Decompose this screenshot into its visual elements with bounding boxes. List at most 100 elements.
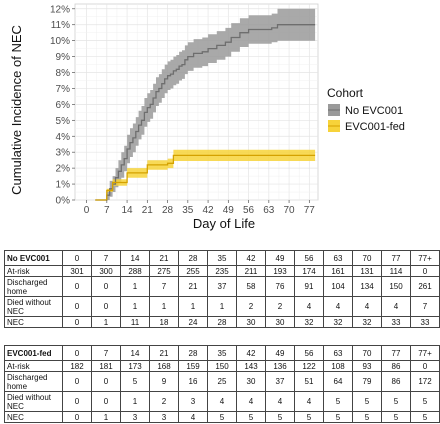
- y-axis-title: Cumulative Incidence of NEC: [9, 25, 24, 195]
- table-cell: 4: [265, 391, 295, 412]
- table-cell: 0: [62, 371, 92, 392]
- table-day-header: 63: [323, 345, 353, 361]
- table-cell: 0: [91, 391, 121, 412]
- table-day-header: 14: [120, 345, 150, 361]
- table-cell: 122: [294, 360, 324, 372]
- table-day-header: 77: [381, 250, 411, 266]
- x-tick-label: 14: [122, 205, 134, 216]
- table-cell: 3: [120, 411, 150, 423]
- table-cell: 7: [149, 276, 179, 297]
- table-cell: 2: [265, 296, 295, 317]
- table-cell: 182: [62, 360, 92, 372]
- table-cell: 76: [265, 276, 295, 297]
- table-row: At-risk 301 300 288 275 255 235 211 193 174 161 131…: [4, 265, 440, 277]
- legend-label-evc001-fed: EVC001-fed: [345, 121, 405, 133]
- table-day-header: 70: [352, 250, 382, 266]
- table-day-header: 70: [352, 345, 382, 361]
- row-label: Died without NEC: [4, 296, 63, 317]
- line-no-evc001: [95, 24, 316, 201]
- table-row: Discharged home 0 0 1 7 21 37 58 76 91 104 134 150 26…: [4, 276, 440, 297]
- table-cell: 7: [410, 296, 440, 317]
- table-day-header: 56: [294, 345, 324, 361]
- table-cell: 0: [62, 296, 92, 317]
- x-tick-label: 0: [84, 205, 90, 216]
- table-day-header: 77+: [410, 345, 440, 361]
- table-cell: 11: [120, 316, 150, 328]
- table-cell: 0: [91, 276, 121, 297]
- table-cell: 136: [265, 360, 295, 372]
- legend-title: Cohort: [327, 86, 364, 100]
- table-cell: 193: [265, 265, 295, 277]
- table-cell: 4: [207, 391, 237, 412]
- y-tick-label: 1%: [56, 180, 71, 191]
- row-label: NEC: [4, 316, 63, 328]
- y-tick-label: 6%: [56, 100, 71, 111]
- risk-table-no-evc001: No EVC001 0 7 14 21 28 35 42 49 56 63 70 77 77+ At-ris…: [4, 250, 440, 328]
- table-cell: 30: [265, 316, 295, 328]
- table-cell: 1: [91, 316, 121, 328]
- table-cell: 0: [62, 316, 92, 328]
- y-tick-label: 0%: [56, 196, 71, 207]
- table-day-header: 49: [265, 345, 295, 361]
- table-cohort-label: EVC001-fed: [4, 345, 63, 361]
- table-cell: 159: [178, 360, 208, 372]
- table-cell: 0: [62, 276, 92, 297]
- table-cell: 33: [410, 316, 440, 328]
- table-day-header: 56: [294, 250, 324, 266]
- table-cell: 30: [236, 316, 266, 328]
- table-cell: 4: [381, 296, 411, 317]
- table-cell: 93: [352, 360, 382, 372]
- table-cell: 211: [236, 265, 266, 277]
- table-day-header: 7: [91, 250, 121, 266]
- y-tick-label: 2%: [56, 164, 71, 175]
- table-day-header: 21: [149, 345, 179, 361]
- table-cell: 5: [294, 411, 324, 423]
- table-cell: 161: [323, 265, 353, 277]
- table-day-header: 35: [207, 345, 237, 361]
- table-cell: 30: [236, 371, 266, 392]
- x-tick-label: 21: [142, 205, 154, 216]
- row-label: Died without NEC: [4, 391, 63, 412]
- legend: No EVC001 EVC001-fed: [328, 104, 405, 133]
- band-evc001-fed: [95, 149, 316, 200]
- table-cell: 4: [352, 296, 382, 317]
- y-tick-label: 5%: [56, 116, 71, 127]
- table-cell: 25: [207, 371, 237, 392]
- row-label: Discharged home: [4, 371, 63, 392]
- y-tick-label: 9%: [56, 52, 71, 63]
- table-cell: 18: [149, 316, 179, 328]
- table-cell: 0: [410, 360, 440, 372]
- table-cell: 0: [62, 411, 92, 423]
- y-tick-label: 10%: [50, 36, 70, 47]
- table-cell: 150: [207, 360, 237, 372]
- table-day-header: 35: [207, 250, 237, 266]
- table-cell: 9: [149, 371, 179, 392]
- x-tick-label: 49: [223, 205, 235, 216]
- line-evc001-fed: [95, 154, 316, 201]
- table-row: At-risk 182 181 173 168 159 150 143 136 122 108 93 8…: [4, 360, 440, 372]
- x-tick-label: 56: [243, 205, 255, 216]
- table-cell: 37: [207, 276, 237, 297]
- row-label: Discharged home: [4, 276, 63, 297]
- y-tick-label: 3%: [56, 148, 71, 159]
- table-cell: 2: [149, 391, 179, 412]
- y-axis: 0% 1% 2% 3% 4% 5% 6% 7% 8% 9% 10% 11% 12%: [50, 4, 75, 207]
- table-cohort-label: No EVC001: [4, 250, 63, 266]
- table-cell: 86: [381, 360, 411, 372]
- table-day-header: 42: [236, 250, 266, 266]
- table-cell: 4: [323, 296, 353, 317]
- table-cell: 3: [149, 411, 179, 423]
- table-row: Discharged home 0 0 5 9 16 25 30 37 51 64 79 86 172: [4, 371, 440, 392]
- table-cell: 150: [381, 276, 411, 297]
- x-tick-label: 28: [162, 205, 174, 216]
- table-cell: 0: [62, 391, 92, 412]
- table-cell: 1: [207, 296, 237, 317]
- table-cell: 288: [120, 265, 150, 277]
- table-cell: 32: [294, 316, 324, 328]
- y-tick-label: 4%: [56, 132, 71, 143]
- table-cell: 5: [323, 391, 353, 412]
- y-tick-label: 7%: [56, 84, 71, 95]
- table-cell: 86: [381, 371, 411, 392]
- table-row: NEC 0 1 3 3 4 5 5 5 5 5 5 5 5: [4, 411, 440, 423]
- table-cell: 5: [410, 411, 440, 423]
